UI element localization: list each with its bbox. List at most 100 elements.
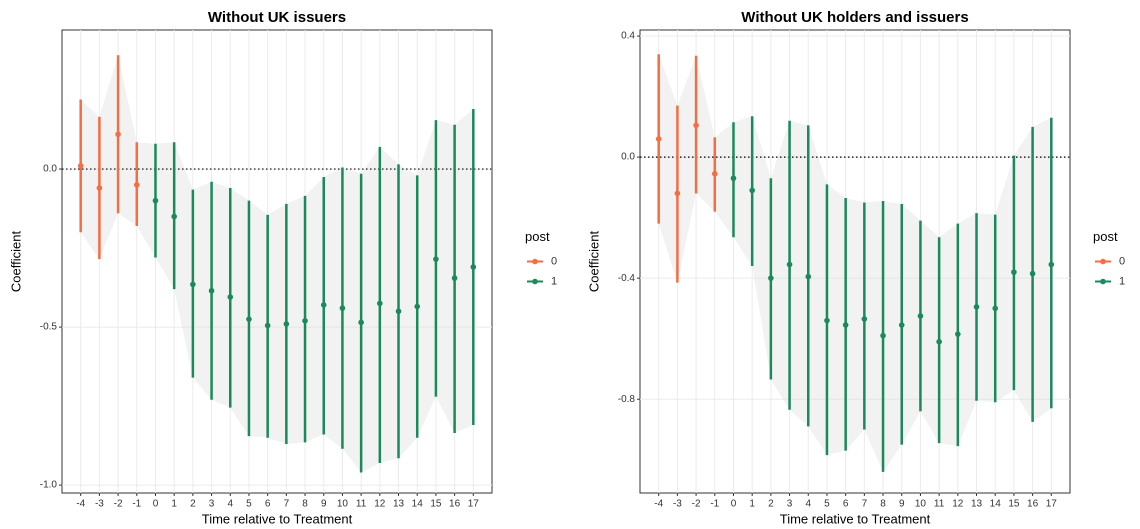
legend-key — [532, 278, 538, 285]
point — [283, 321, 290, 327]
x-axis-title: Time relative to Treatment — [780, 511, 931, 526]
point — [842, 322, 849, 328]
point — [861, 316, 868, 322]
legend-label: 1 — [1119, 275, 1125, 287]
x-tick-label: 3 — [787, 499, 793, 510]
x-tick-label: 7 — [862, 499, 868, 510]
x-tick-label: 3 — [209, 499, 215, 510]
x-tick-label: 9 — [321, 499, 327, 510]
point — [433, 256, 439, 262]
point — [880, 332, 886, 339]
point — [711, 170, 718, 177]
x-tick-label: 11 — [356, 499, 367, 510]
x-tick-label: 12 — [374, 499, 386, 510]
x-tick-label: -4 — [654, 499, 663, 510]
point — [805, 273, 812, 280]
point — [768, 275, 774, 281]
point — [451, 275, 458, 281]
legend-label: 1 — [551, 275, 557, 287]
x-tick-label: 17 — [468, 499, 480, 510]
point — [973, 304, 980, 310]
x-tick-label: 13 — [393, 499, 405, 510]
x-tick-label: 0 — [731, 499, 737, 510]
x-tick-label: 2 — [768, 499, 774, 510]
x-tick-label: 6 — [265, 499, 271, 510]
y-tick-label: -0.4 — [618, 273, 636, 284]
x-tick-label: 10 — [915, 499, 927, 510]
point — [824, 317, 830, 324]
x-tick-label: 5 — [246, 499, 252, 510]
x-tick-label: 0 — [153, 499, 159, 510]
x-tick-label: 13 — [971, 499, 983, 510]
point — [395, 308, 402, 315]
point — [133, 182, 140, 188]
x-tick-label: 10 — [337, 499, 349, 510]
ci-ribbon — [658, 54, 1052, 472]
legend-key — [1100, 278, 1106, 285]
x-tick-label: 14 — [412, 499, 424, 510]
legend-label: 0 — [1119, 255, 1125, 267]
point — [227, 294, 234, 300]
x-tick-label: 16 — [449, 499, 461, 510]
legend-title: post — [525, 229, 550, 244]
point — [917, 313, 924, 319]
x-tick-label: -3 — [673, 499, 682, 510]
point — [955, 331, 961, 337]
x-tick-label: 8 — [880, 499, 886, 510]
point — [377, 300, 383, 307]
x-tick-label: 8 — [302, 499, 308, 510]
point — [115, 131, 121, 138]
point — [1029, 270, 1036, 277]
point — [1048, 261, 1055, 268]
chart-title: Without UK issuers — [208, 9, 346, 26]
plot-background — [639, 29, 1071, 494]
point — [171, 213, 177, 220]
point — [655, 136, 662, 142]
y-tick-label: -1.0 — [40, 480, 58, 491]
y-tick-label: -0.5 — [40, 322, 58, 333]
x-tick-label: 5 — [824, 499, 830, 510]
x-tick-label: -1 — [132, 499, 141, 510]
point — [152, 197, 159, 204]
x-tick-label: 12 — [952, 499, 964, 510]
x-tick-label: 1 — [749, 499, 755, 510]
legend-label: 0 — [551, 255, 557, 267]
point — [730, 175, 737, 182]
chart-title: Without UK holders and issuers — [741, 9, 968, 26]
x-tick-label: -4 — [76, 499, 85, 510]
point — [936, 338, 942, 345]
x-tick-label: -1 — [710, 499, 719, 510]
x-tick-label: 4 — [227, 499, 233, 510]
point — [898, 322, 905, 328]
ci-ribbon — [80, 55, 474, 473]
point — [358, 319, 364, 326]
x-tick-label: -2 — [114, 499, 123, 510]
point — [264, 322, 271, 329]
y-axis-title: Coefficient — [586, 231, 601, 293]
x-tick-label: 11 — [934, 499, 945, 510]
point — [674, 190, 681, 197]
point — [786, 261, 793, 268]
x-tick-label: 17 — [1046, 499, 1058, 510]
point — [470, 264, 477, 270]
point — [320, 302, 327, 308]
plot-background — [61, 29, 493, 494]
legend-title: post — [1093, 229, 1118, 244]
point — [992, 305, 999, 312]
y-tick-label: 0.0 — [621, 152, 635, 163]
x-tick-label: 6 — [843, 499, 849, 510]
legend-key — [1100, 258, 1106, 265]
x-tick-label: 4 — [805, 499, 811, 510]
point — [414, 303, 421, 310]
y-axis-title: Coefficient — [8, 231, 23, 293]
x-tick-label: -2 — [692, 499, 701, 510]
x-tick-label: 1 — [171, 499, 177, 510]
x-axis-title: Time relative to Treatment — [202, 511, 353, 526]
x-tick-label: 9 — [899, 499, 905, 510]
point — [749, 187, 755, 194]
x-tick-label: 15 — [1008, 499, 1020, 510]
point — [190, 281, 196, 288]
x-tick-label: 15 — [430, 499, 442, 510]
point — [96, 185, 103, 191]
